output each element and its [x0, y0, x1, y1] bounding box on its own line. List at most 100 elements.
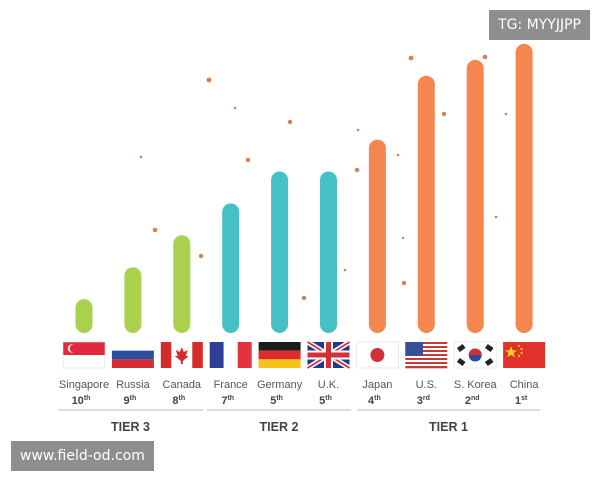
flag-part [192, 342, 203, 368]
flag-part [405, 362, 448, 365]
decorative-dot [343, 268, 347, 272]
rank-suffix: th [374, 395, 381, 402]
rank-suffix: rd [423, 395, 430, 402]
bar-china [515, 43, 533, 334]
decorative-dot [287, 119, 293, 125]
category-label: France [214, 379, 248, 391]
rank-label: 8th [172, 395, 185, 407]
flag-part [405, 348, 448, 351]
japan-flag-icon [356, 341, 399, 369]
bar-germany [271, 171, 289, 333]
rank-suffix: th [276, 395, 283, 402]
category-label: China [510, 379, 540, 391]
flag-part [405, 350, 448, 353]
bar-s-korea [466, 59, 484, 333]
bar-u-k [320, 171, 337, 333]
watermark-top-right: TG: MYYJJPP [489, 10, 590, 40]
flag-part [69, 344, 78, 353]
rank-suffix: th [179, 395, 186, 402]
flag-part [405, 342, 423, 356]
decorative-dot [408, 55, 414, 61]
china-flag-icon [503, 342, 546, 368]
flag-part [160, 342, 172, 368]
flag-part [405, 346, 448, 349]
flag-star [518, 354, 521, 358]
rank-label: 9th [124, 395, 137, 407]
rank-label: 1st [515, 395, 528, 407]
flag-part [405, 344, 448, 347]
flag-part [405, 358, 448, 361]
south-korea-flag-icon [453, 341, 497, 369]
category-label: S. Korea [454, 379, 498, 391]
maple-leaf [174, 347, 189, 364]
rank-suffix: th [84, 395, 91, 402]
flag-part [405, 354, 448, 357]
flag-part [326, 342, 331, 368]
flag-part [111, 350, 154, 360]
decorative-dot [504, 112, 508, 116]
flag-star [520, 347, 523, 351]
flag-border [453, 341, 497, 369]
category-label: Canada [163, 379, 202, 391]
category-label: U.K. [318, 379, 339, 391]
decorative-dot [301, 295, 307, 301]
rank-suffix: th [325, 395, 332, 402]
rank-label: 3rd [417, 395, 430, 407]
rank-label: 2nd [465, 395, 480, 407]
rank-label: 10th [72, 395, 91, 407]
decorative-dot [139, 155, 143, 159]
flag-star [518, 344, 521, 348]
decorative-dot [401, 236, 405, 240]
flag-part [484, 343, 494, 353]
decorative-dot [482, 54, 488, 60]
bar-u-s [417, 75, 435, 334]
flag-border [356, 341, 399, 369]
flag-part [63, 355, 105, 368]
watermark-bottom-left: www.field-od.com [11, 441, 154, 471]
rank-suffix: th [130, 395, 137, 402]
category-label: Singapore [59, 379, 109, 391]
rank-label: 4th [368, 395, 381, 407]
flag-part [209, 342, 224, 368]
flag-part [405, 356, 448, 359]
singapore-flag-icon [62, 341, 106, 369]
decorative-dot [206, 77, 212, 83]
flag-part [456, 343, 466, 353]
flag-star [505, 346, 518, 358]
flag-star [520, 351, 523, 355]
france-flag-icon [209, 342, 252, 368]
germany-flag-icon [258, 342, 301, 368]
russia-flag-icon [111, 342, 154, 368]
flag-part [258, 359, 301, 368]
canada-flag-icon [160, 342, 203, 368]
tier-label: TIER 3 [111, 420, 150, 434]
flag-part [405, 342, 448, 345]
decorative-dot [396, 153, 400, 157]
flag-part [370, 348, 385, 362]
flag-part [111, 359, 154, 368]
flag-part [258, 350, 301, 360]
flag-part [111, 342, 154, 351]
us-flag-icon [405, 342, 448, 369]
flag-part [237, 342, 252, 368]
bar-france [222, 203, 240, 333]
decorative-dot [356, 128, 360, 132]
category-label: Japan [362, 379, 392, 391]
uk-flag-icon [306, 339, 351, 371]
category-label: U.S. [416, 379, 437, 391]
category-label: Germany [257, 379, 303, 391]
flag-part [258, 342, 301, 351]
tier-label: TIER 2 [260, 420, 299, 434]
bar-singapore [75, 299, 93, 333]
rank-suffix: nd [471, 395, 480, 402]
tier-label: TIER 1 [429, 420, 468, 434]
rank-label: 5th [319, 395, 332, 407]
rank-suffix: th [227, 395, 234, 402]
decorative-dot [152, 227, 158, 233]
decorative-dot [441, 111, 447, 117]
decorative-dot [354, 167, 360, 173]
decorative-dot [494, 215, 498, 219]
flag-part [405, 352, 448, 355]
decorative-dot [245, 157, 251, 163]
